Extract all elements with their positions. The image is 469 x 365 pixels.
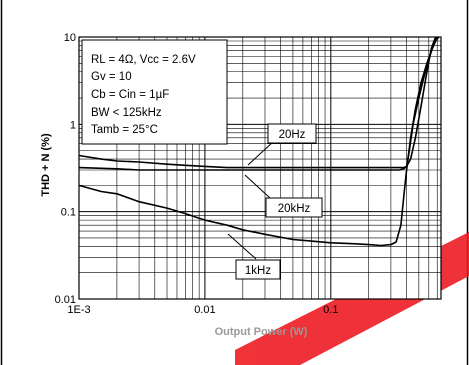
callout-1khz-leader: [227, 233, 257, 260]
y-tick-label: 1: [70, 119, 76, 131]
condition-rl-vcc: RL = 4Ω, Vcc = 2.6V: [91, 54, 196, 66]
y-tick-label: 0.1: [61, 207, 76, 219]
condition-tamb: Tamb = 25°C: [91, 124, 158, 136]
x-tick-label: 1E-3: [67, 304, 90, 316]
conditions-box-frame: [81, 39, 228, 145]
callout-20hz-label: 20Hz: [279, 129, 306, 141]
callout-1khz-label: 1kHz: [245, 265, 271, 277]
callout-20hz-leader: [247, 140, 275, 166]
y-tick-label: 0.01: [55, 294, 76, 306]
callout-20hz-box: [267, 123, 317, 144]
condition-gv: Gv = 10: [91, 71, 132, 83]
callout-1khz: 1kHz: [227, 233, 281, 280]
series-line-1khz: [78, 36, 440, 247]
series-line-20khz: [78, 36, 438, 169]
condition-bw: BW < 125kHz: [91, 107, 162, 119]
x-tick-label: 0.01: [194, 304, 215, 316]
y-axis-title: THD + N (%): [40, 133, 52, 197]
callout-1khz-box: [235, 259, 281, 280]
y-tick-label: 10: [64, 32, 76, 44]
series-layer: [78, 36, 440, 247]
callout-20khz-leader: [244, 174, 271, 199]
callout-20hz: 20Hz: [247, 123, 317, 166]
conditions-box: RL = 4Ω, Vcc = 2.6V Gv = 10 Cb = Cin = 1…: [81, 39, 228, 145]
condition-cb-cin: Cb = Cin = 1µF: [91, 89, 169, 101]
callout-20khz: 20kHz: [244, 174, 323, 218]
series-line-20hz: [78, 36, 437, 171]
x-tick-label: 0.1: [323, 304, 338, 316]
callout-20khz-label: 20kHz: [278, 203, 311, 215]
x-axis-title: Output Power (W): [215, 326, 308, 338]
callout-20khz-box: [265, 197, 323, 218]
